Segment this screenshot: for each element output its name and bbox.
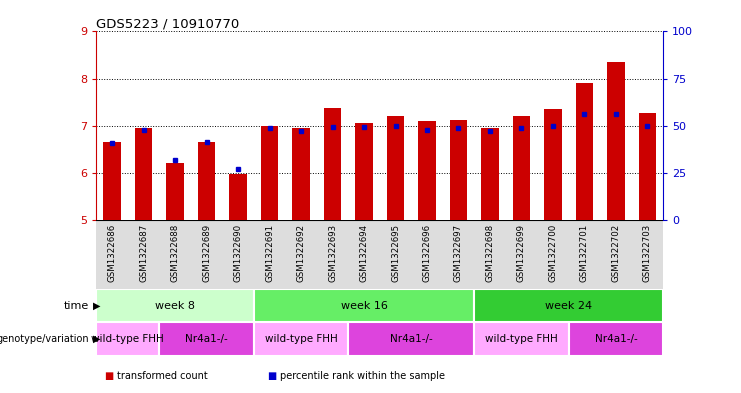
Bar bbox=[159, 322, 253, 356]
Bar bbox=[253, 322, 348, 356]
Text: GSM1322691: GSM1322691 bbox=[265, 224, 274, 282]
Bar bbox=[482, 128, 499, 220]
Text: wild-type FHH: wild-type FHH bbox=[265, 334, 337, 344]
Text: GSM1322696: GSM1322696 bbox=[422, 224, 431, 282]
Text: GSM1322701: GSM1322701 bbox=[580, 224, 589, 282]
Text: GDS5223 / 10910770: GDS5223 / 10910770 bbox=[96, 17, 239, 30]
Text: Nr4a1-/-: Nr4a1-/- bbox=[390, 334, 433, 344]
Bar bbox=[348, 322, 474, 356]
Bar bbox=[450, 120, 467, 220]
Bar bbox=[387, 116, 404, 220]
Bar bbox=[324, 108, 341, 220]
Text: GSM1322700: GSM1322700 bbox=[548, 224, 557, 282]
Bar bbox=[608, 62, 625, 220]
Text: GSM1322699: GSM1322699 bbox=[517, 224, 526, 281]
Bar bbox=[545, 109, 562, 220]
Bar bbox=[261, 126, 278, 220]
Bar bbox=[576, 83, 593, 220]
Text: GSM1322687: GSM1322687 bbox=[139, 224, 148, 282]
Text: GSM1322690: GSM1322690 bbox=[233, 224, 242, 282]
Bar bbox=[230, 174, 247, 220]
Bar bbox=[639, 112, 656, 220]
Bar bbox=[419, 121, 436, 220]
Text: Nr4a1-/-: Nr4a1-/- bbox=[185, 334, 228, 344]
Text: ■: ■ bbox=[267, 371, 276, 381]
Text: week 16: week 16 bbox=[341, 301, 388, 310]
Text: ▶: ▶ bbox=[93, 301, 100, 310]
Text: genotype/variation: genotype/variation bbox=[0, 334, 89, 344]
Text: wild-type FHH: wild-type FHH bbox=[485, 334, 558, 344]
Bar bbox=[135, 128, 152, 220]
Text: wild-type FHH: wild-type FHH bbox=[91, 334, 165, 344]
Bar bbox=[513, 116, 530, 220]
Text: GSM1322692: GSM1322692 bbox=[296, 224, 305, 282]
Text: GSM1322693: GSM1322693 bbox=[328, 224, 337, 282]
Text: transformed count: transformed count bbox=[117, 371, 207, 381]
Text: percentile rank within the sample: percentile rank within the sample bbox=[280, 371, 445, 381]
Text: GSM1322695: GSM1322695 bbox=[391, 224, 400, 282]
Text: GSM1322688: GSM1322688 bbox=[170, 224, 179, 282]
Text: week 8: week 8 bbox=[155, 301, 195, 310]
Text: GSM1322694: GSM1322694 bbox=[359, 224, 368, 282]
Text: week 24: week 24 bbox=[545, 301, 592, 310]
Bar bbox=[253, 289, 474, 322]
Bar bbox=[293, 128, 310, 220]
Text: ■: ■ bbox=[104, 371, 113, 381]
Bar bbox=[96, 322, 159, 356]
Text: GSM1322689: GSM1322689 bbox=[202, 224, 211, 282]
Bar bbox=[96, 289, 253, 322]
Bar bbox=[569, 322, 663, 356]
Text: GSM1322698: GSM1322698 bbox=[485, 224, 494, 282]
Bar bbox=[104, 142, 121, 220]
Text: GSM1322686: GSM1322686 bbox=[107, 224, 116, 282]
Text: GSM1322702: GSM1322702 bbox=[611, 224, 620, 282]
Text: ▶: ▶ bbox=[93, 334, 100, 344]
Text: GSM1322703: GSM1322703 bbox=[643, 224, 652, 282]
Bar bbox=[474, 322, 569, 356]
Text: time: time bbox=[64, 301, 89, 310]
Text: Nr4a1-/-: Nr4a1-/- bbox=[594, 334, 637, 344]
Bar bbox=[356, 123, 373, 220]
Bar bbox=[198, 142, 215, 220]
Text: GSM1322697: GSM1322697 bbox=[454, 224, 463, 282]
Bar bbox=[474, 289, 663, 322]
Bar bbox=[167, 163, 184, 220]
